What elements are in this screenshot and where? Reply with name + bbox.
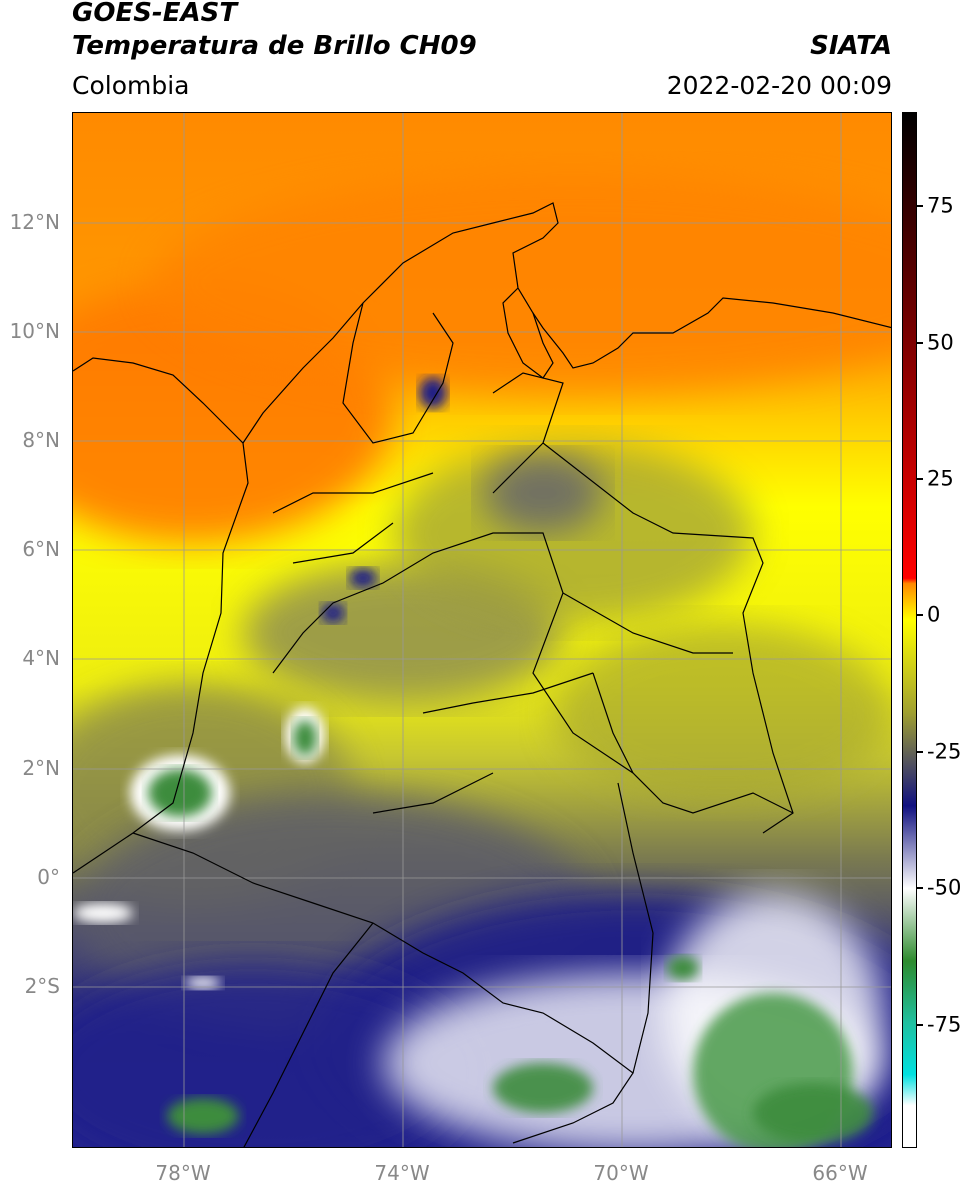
lat-label-0: 0° bbox=[37, 865, 60, 889]
colorbar-label-75: 75 bbox=[927, 193, 954, 218]
colorbar-tick-neg75 bbox=[917, 1024, 923, 1026]
product-subtitle: Temperatura de Brillo CH09 bbox=[72, 31, 477, 61]
colorbar-label-neg50: -50 bbox=[927, 875, 962, 900]
colorbar-tick-75 bbox=[917, 205, 923, 207]
colorbar-label-neg75: -75 bbox=[927, 1012, 962, 1037]
lon-label-74w: 74°W bbox=[374, 1161, 430, 1185]
colorbar-tick-0 bbox=[917, 614, 923, 616]
lon-label-66w: 66°W bbox=[812, 1161, 868, 1185]
colorbar-tick-neg50 bbox=[917, 887, 923, 889]
lat-label-8n: 8°N bbox=[22, 428, 60, 452]
lon-label-70w: 70°W bbox=[593, 1161, 649, 1185]
lon-label-78w: 78°W bbox=[155, 1161, 211, 1185]
lat-label-4n: 4°N bbox=[22, 646, 60, 670]
colorbar-label-0: 0 bbox=[927, 602, 941, 627]
brightness-temperature-field bbox=[73, 113, 891, 1147]
region-label: Colombia bbox=[72, 71, 190, 100]
lat-label-10n: 10°N bbox=[9, 319, 60, 343]
timestamp-label: 2022-02-20 00:09 bbox=[666, 71, 892, 100]
colorbar-label-25: 25 bbox=[927, 466, 954, 491]
colorbar-label-neg25: -25 bbox=[927, 739, 962, 764]
satellite-map bbox=[72, 112, 892, 1148]
lat-label-2n: 2°N bbox=[22, 756, 60, 780]
organization-label: SIATA bbox=[810, 31, 892, 61]
lat-label-2s: 2°S bbox=[24, 974, 60, 998]
political-borders bbox=[73, 202, 891, 1147]
colorbar-tick-50 bbox=[917, 342, 923, 344]
graticule bbox=[73, 113, 891, 1147]
colorbar-label-50: 50 bbox=[927, 330, 954, 355]
colorbar-tick-neg25 bbox=[917, 751, 923, 753]
product-title: GOES-EAST bbox=[72, 0, 238, 28]
lat-label-6n: 6°N bbox=[22, 537, 60, 561]
lat-label-12n: 12°N bbox=[9, 210, 60, 234]
temperature-colorbar bbox=[902, 112, 917, 1148]
colorbar-tick-25 bbox=[917, 478, 923, 480]
